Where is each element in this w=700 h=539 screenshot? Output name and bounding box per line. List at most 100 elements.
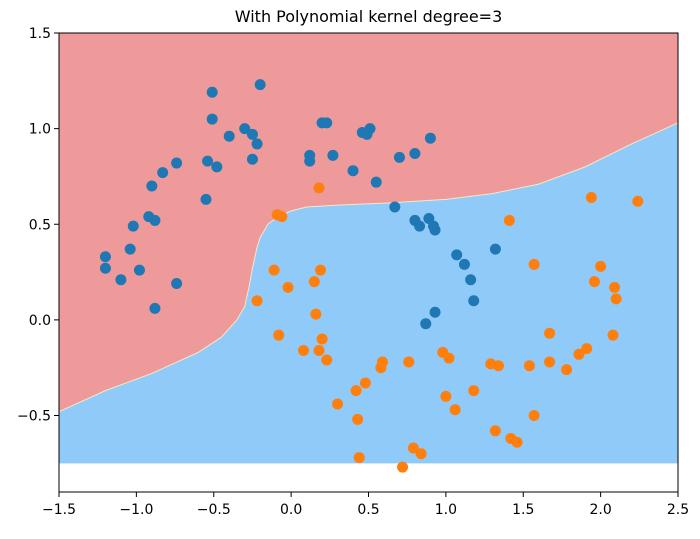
- data-point-class-1: [350, 385, 362, 397]
- chart-title: With Polynomial kernel degree=3: [235, 7, 503, 26]
- x-tick-label: 2.5: [667, 502, 689, 518]
- data-point-class-1: [352, 413, 364, 425]
- data-point-class-1: [468, 385, 480, 397]
- data-point-class-0: [99, 262, 111, 274]
- y-tick-label: 0.0: [29, 313, 51, 329]
- y-axis: −0.5 0.0 0.5 1.0 1.5: [17, 26, 59, 425]
- data-point-class-1: [528, 410, 540, 421]
- data-point-class-0: [99, 251, 111, 263]
- data-point-class-0: [124, 243, 136, 255]
- data-point-class-1: [332, 398, 344, 410]
- data-point-class-1: [298, 344, 310, 356]
- data-point-class-1: [403, 356, 415, 368]
- data-point-class-1: [313, 344, 325, 356]
- data-point-class-0: [424, 132, 436, 144]
- data-point-class-1: [573, 348, 585, 360]
- data-point-class-0: [251, 138, 263, 150]
- data-point-class-1: [595, 260, 607, 272]
- data-point-class-0: [429, 224, 441, 236]
- data-point-class-0: [458, 258, 470, 270]
- data-point-class-0: [149, 214, 161, 226]
- data-point-class-0: [200, 193, 212, 205]
- x-tick-label: 1.5: [512, 502, 534, 518]
- data-point-class-0: [246, 153, 258, 165]
- data-point-class-0: [389, 201, 401, 213]
- data-point-class-1: [316, 333, 328, 345]
- data-point-class-0: [157, 167, 169, 179]
- data-point-class-0: [364, 123, 376, 135]
- x-tick-label: 1.0: [435, 502, 457, 518]
- data-point-class-0: [223, 130, 235, 142]
- data-point-class-0: [171, 278, 183, 290]
- data-point-class-0: [393, 151, 405, 163]
- y-tick-label: 1.5: [29, 26, 51, 42]
- data-point-class-1: [492, 360, 504, 372]
- x-tick-label: −1.5: [42, 502, 76, 518]
- data-point-class-1: [407, 442, 419, 454]
- data-point-class-1: [313, 182, 325, 194]
- data-point-class-1: [415, 448, 427, 460]
- data-point-class-0: [304, 155, 316, 167]
- data-point-class-0: [429, 306, 441, 318]
- data-point-class-1: [376, 356, 388, 368]
- data-point-class-1: [489, 425, 501, 437]
- data-point-class-1: [397, 461, 409, 473]
- data-point-class-1: [353, 452, 365, 464]
- data-point-class-0: [202, 155, 214, 167]
- data-point-class-0: [370, 176, 382, 188]
- data-point-class-0: [206, 113, 218, 125]
- data-point-class-0: [414, 220, 426, 232]
- data-point-class-0: [420, 318, 432, 330]
- data-point-class-0: [468, 295, 480, 307]
- x-tick-label: 0.0: [280, 502, 302, 518]
- data-point-class-1: [588, 276, 600, 288]
- data-point-class-1: [544, 327, 556, 339]
- x-axis: −1.5 −1.0 −0.5 0.0 0.5 1.0 1.5 2.0 2.5: [42, 492, 689, 518]
- data-point-class-1: [359, 377, 371, 389]
- data-point-class-1: [273, 329, 285, 341]
- data-point-class-0: [127, 220, 139, 232]
- data-point-class-1: [440, 390, 452, 402]
- data-point-class-1: [308, 276, 320, 288]
- decision-regions: [59, 33, 678, 464]
- data-point-class-0: [347, 165, 359, 177]
- data-point-class-1: [523, 360, 535, 372]
- data-point-class-0: [465, 274, 477, 286]
- x-tick-label: 2.0: [589, 502, 611, 518]
- data-point-class-1: [511, 436, 523, 448]
- x-tick-label: −1.0: [119, 502, 153, 518]
- data-points: [99, 79, 644, 473]
- x-tick-label: 0.5: [357, 502, 379, 518]
- y-tick-label: 1.0: [29, 122, 51, 138]
- data-point-class-0: [211, 161, 223, 173]
- data-point-class-1: [581, 343, 593, 355]
- data-point-class-1: [607, 329, 619, 341]
- data-point-class-1: [544, 356, 556, 368]
- data-point-class-1: [321, 354, 333, 366]
- data-point-class-0: [321, 117, 333, 129]
- data-point-class-1: [528, 258, 540, 270]
- data-point-class-1: [561, 364, 573, 376]
- y-tick-label: 0.5: [29, 217, 51, 233]
- data-point-class-0: [246, 128, 258, 140]
- data-point-class-1: [449, 404, 461, 416]
- region-class-0: [59, 33, 678, 412]
- data-point-class-0: [451, 249, 463, 261]
- decision-boundary: [59, 122, 678, 413]
- data-point-class-1: [315, 264, 327, 276]
- x-tick-label: −0.5: [197, 502, 231, 518]
- data-point-class-0: [489, 243, 501, 255]
- data-point-class-0: [327, 149, 339, 161]
- data-point-class-0: [149, 302, 161, 314]
- data-point-class-0: [409, 147, 421, 159]
- data-point-class-1: [251, 295, 263, 307]
- data-point-class-0: [133, 264, 145, 276]
- data-point-class-1: [282, 281, 294, 293]
- data-point-class-0: [254, 79, 266, 91]
- data-point-class-0: [239, 123, 251, 135]
- data-point-class-1: [610, 293, 622, 305]
- data-point-class-1: [443, 352, 455, 364]
- region-class-1: [59, 122, 678, 464]
- data-point-class-0: [115, 274, 127, 286]
